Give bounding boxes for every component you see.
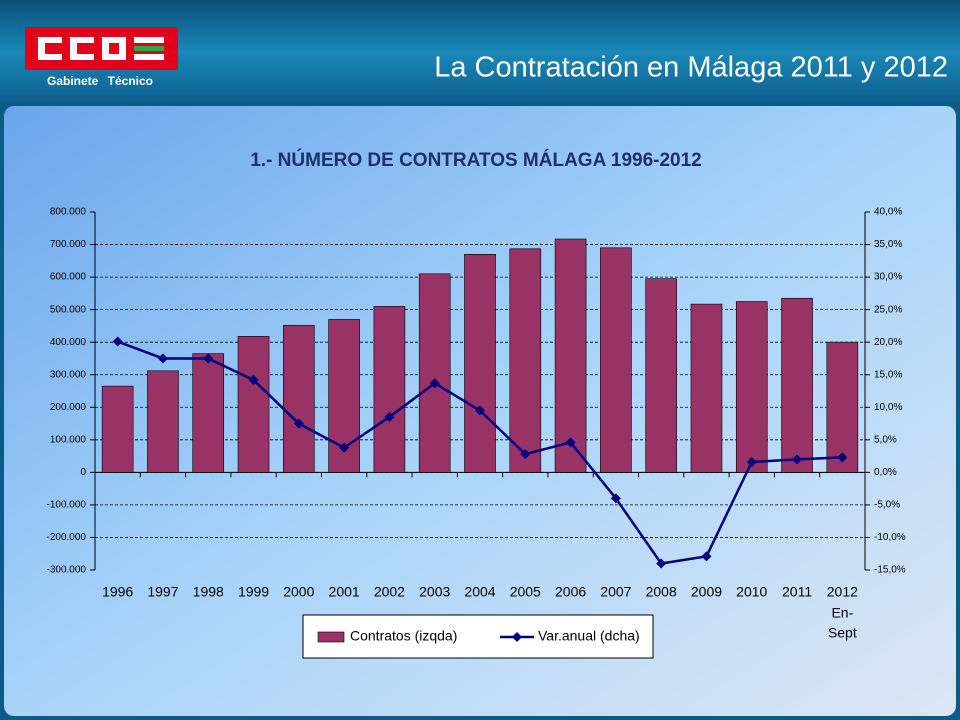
x-tick-label: 2010 xyxy=(736,584,767,600)
header-title: La Contratación en Málaga 2011 y 2012 xyxy=(434,52,948,84)
bar xyxy=(373,306,406,473)
x-tick-label: 2004 xyxy=(464,584,495,600)
marker xyxy=(248,374,259,385)
bar xyxy=(192,353,225,473)
marker xyxy=(293,418,304,429)
bar xyxy=(237,336,270,473)
legend-label: Var.anual (dcha) xyxy=(538,628,640,644)
marker xyxy=(701,551,712,562)
x-tick-label: 2012 xyxy=(827,584,858,600)
x-tick-label: 2001 xyxy=(329,584,360,600)
marker xyxy=(339,442,350,453)
y2-tick-label: 0,0% xyxy=(874,467,897,478)
y-tick-label: -200.000 xyxy=(47,532,87,543)
y-tick-label: 0 xyxy=(80,467,86,478)
marker xyxy=(610,493,621,504)
bar xyxy=(826,341,859,473)
legend xyxy=(302,614,654,659)
y-tick-label: 600.000 xyxy=(50,272,87,283)
marker xyxy=(475,405,485,416)
x-tick-label: 2011 xyxy=(782,584,812,600)
logo-o xyxy=(102,37,126,60)
logo-stripe xyxy=(134,46,164,51)
x-tick-label: 2007 xyxy=(600,584,631,600)
y2-tick-label: -10,0% xyxy=(874,532,906,543)
y2-tick-label: 30,0% xyxy=(874,272,902,283)
y2-tick-label: 5,0% xyxy=(874,434,897,445)
bar xyxy=(509,248,542,473)
y-tick-label: -100.000 xyxy=(47,500,87,511)
logo-c1 xyxy=(38,37,62,60)
marker xyxy=(520,449,531,460)
y-tick-label: 200.000 xyxy=(50,402,87,413)
bar xyxy=(645,278,677,473)
logo xyxy=(25,27,178,70)
bar xyxy=(418,273,451,473)
x-tick-label: 2003 xyxy=(419,584,450,600)
y-tick-label: 700.000 xyxy=(50,239,87,250)
y-tick-label: 400.000 xyxy=(50,337,87,348)
y2-tick-label: -15,0% xyxy=(874,565,906,576)
y2-tick-label: 10,0% xyxy=(874,402,902,413)
marker xyxy=(656,558,667,569)
bar xyxy=(735,301,768,473)
header-subtitle: Gabinete Técnico xyxy=(47,74,153,88)
marker xyxy=(157,353,168,364)
annotation: En- xyxy=(831,605,853,621)
x-tick-label: 2005 xyxy=(510,584,541,600)
x-tick-label: 2008 xyxy=(646,584,677,600)
legend-swatch xyxy=(512,632,522,642)
logo-c2 xyxy=(70,37,94,60)
bar xyxy=(554,238,587,473)
y2-tick-label: 20,0% xyxy=(874,337,902,348)
y2-tick-label: 25,0% xyxy=(874,304,902,315)
y-tick-label: 300.000 xyxy=(50,369,87,380)
bar xyxy=(600,247,632,473)
marker xyxy=(384,412,395,423)
marker xyxy=(429,378,440,389)
x-tick-label: 1996 xyxy=(102,584,133,600)
y2-tick-label: 35,0% xyxy=(874,239,902,250)
bar xyxy=(781,297,813,473)
annotation: Sept xyxy=(828,625,857,641)
logo-stripe xyxy=(134,54,164,60)
y-tick-label: -300.000 xyxy=(47,565,87,576)
marker xyxy=(565,437,576,448)
bar xyxy=(690,303,723,473)
legend-swatch xyxy=(317,631,345,643)
y2-tick-label: 15,0% xyxy=(874,369,902,380)
bar xyxy=(147,370,179,473)
x-tick-label: 2006 xyxy=(555,584,586,600)
bar xyxy=(464,254,496,473)
logo-stripe xyxy=(134,37,164,43)
marker xyxy=(837,452,848,463)
y2-tick-label: -5,0% xyxy=(874,500,900,511)
y-tick-label: 500.000 xyxy=(50,304,87,315)
bar xyxy=(283,324,315,473)
x-tick-label: 1997 xyxy=(147,584,178,600)
marker xyxy=(792,454,803,465)
y-tick-label: 100.000 xyxy=(50,434,87,445)
bar xyxy=(101,385,134,473)
marker xyxy=(112,336,123,347)
x-tick-label: 1999 xyxy=(238,584,269,600)
x-tick-label: 2009 xyxy=(691,584,722,600)
y2-tick-label: 40,0% xyxy=(874,207,902,218)
chart-title: 1.- NÚMERO DE CONTRATOS MÁLAGA 1996-2012 xyxy=(250,149,702,171)
x-tick-label: 1998 xyxy=(193,584,224,600)
marker xyxy=(746,456,757,467)
x-tick-label: 2002 xyxy=(374,584,405,600)
x-tick-label: 2000 xyxy=(283,584,314,600)
marker xyxy=(203,353,214,364)
legend-label: Contratos (izqda) xyxy=(350,628,457,644)
y-tick-label: 800.000 xyxy=(50,207,87,218)
